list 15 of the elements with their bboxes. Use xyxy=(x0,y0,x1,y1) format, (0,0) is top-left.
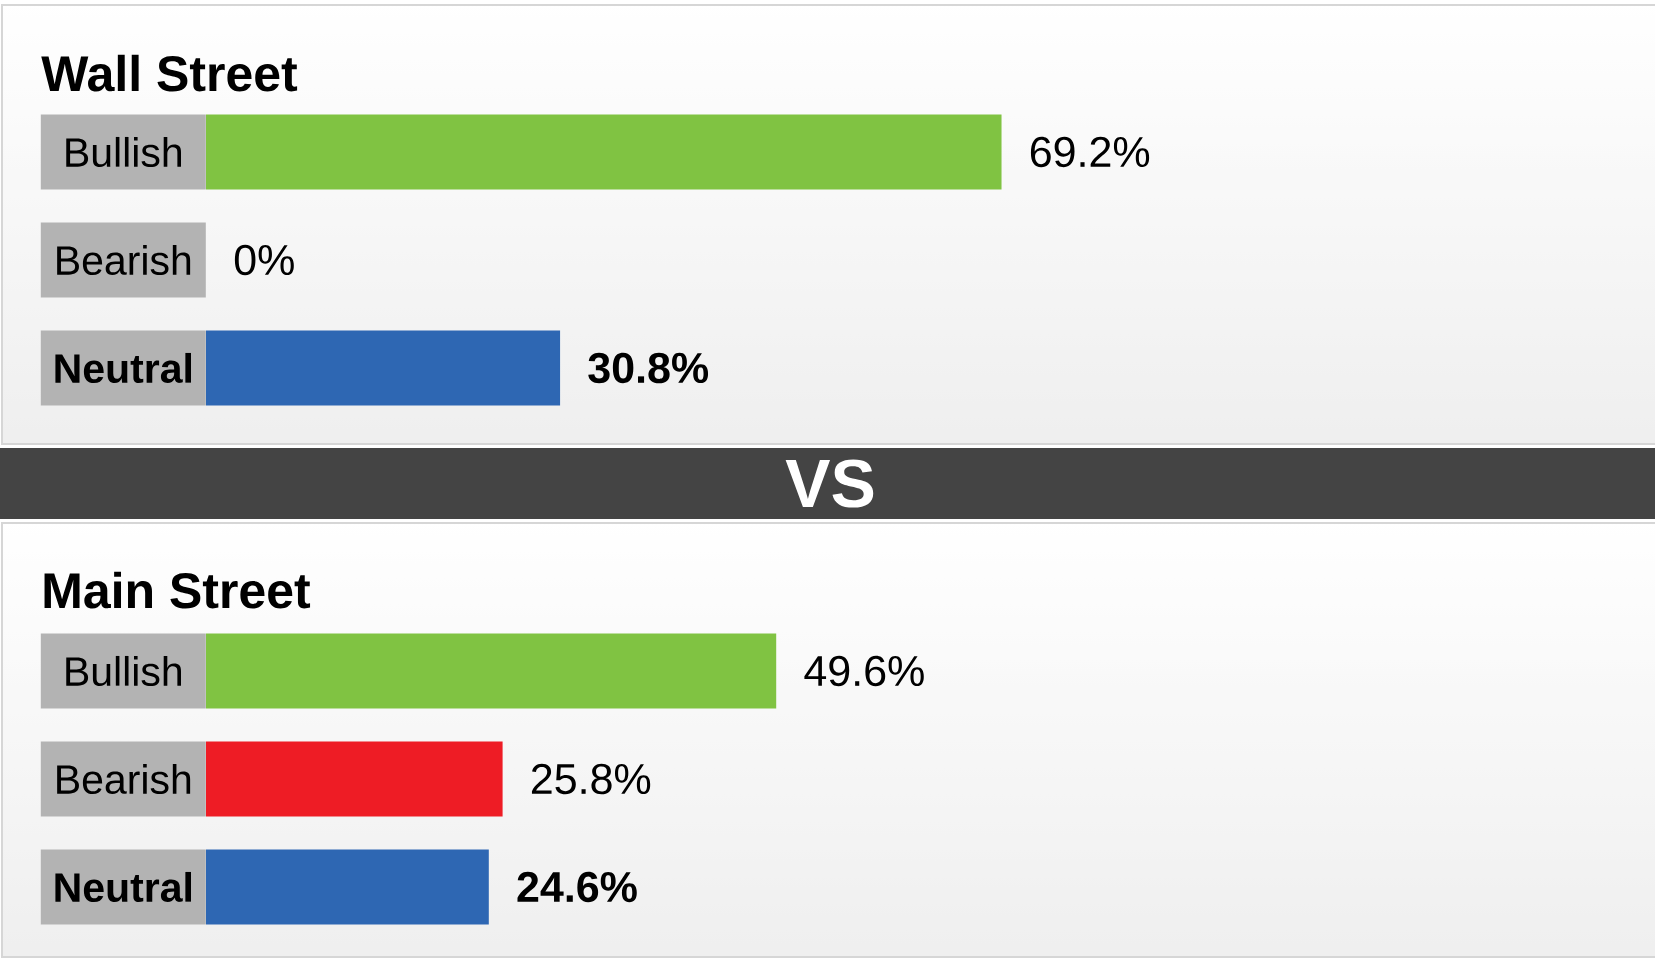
y-tick-label: Bullish xyxy=(66,655,181,687)
y-tick-label: Bearish xyxy=(57,244,191,276)
chart-title: Wall Street xyxy=(41,54,298,92)
data-label: 25.8% xyxy=(531,763,651,795)
y-tick-label: Bullish xyxy=(66,136,181,168)
data-label: 69.2% xyxy=(1030,136,1150,168)
y-tick-label: Neutral xyxy=(55,352,191,384)
data-label: 0% xyxy=(234,244,294,276)
text: VS xyxy=(785,459,874,508)
y-tick-label: Neutral xyxy=(55,871,191,903)
y-tick-label: Bearish xyxy=(57,763,191,795)
data-label: 49.6% xyxy=(804,655,924,687)
data-label: 24.6% xyxy=(517,871,637,903)
chart-title: Main Street xyxy=(44,571,311,609)
data-label: 30.8% xyxy=(588,352,709,384)
